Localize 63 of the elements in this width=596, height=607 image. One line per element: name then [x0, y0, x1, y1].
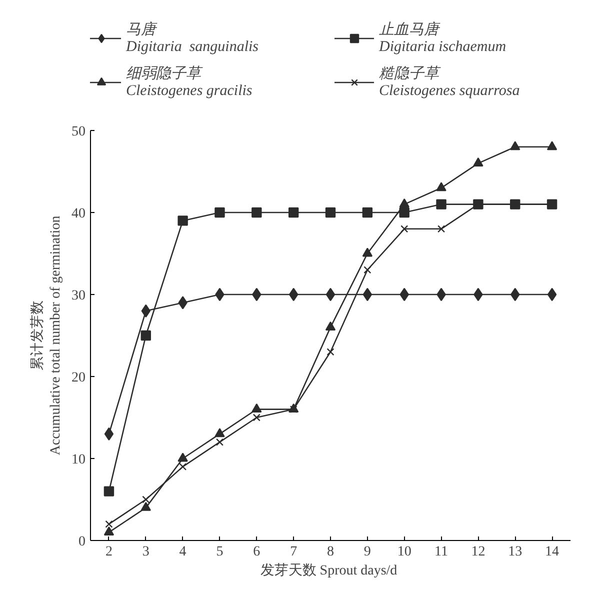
- point: [326, 288, 336, 302]
- y-tick-label: 10: [72, 452, 86, 468]
- x-tick-label: 12: [471, 544, 486, 560]
- x-tick-label: 7: [290, 544, 298, 560]
- y-axis-title: 累计发芽数 Accumulative total number of germination: [30, 216, 64, 456]
- y-tick-label: 0: [78, 534, 86, 550]
- point: [104, 427, 114, 440]
- point: [142, 496, 150, 504]
- x-tick-label: 4: [179, 544, 186, 560]
- point: [362, 248, 373, 257]
- x-tick-label: 9: [364, 544, 371, 560]
- legend-label: 止血马唐 Digitaria ischaemum: [379, 20, 508, 56]
- x-tick-label: 2: [105, 544, 112, 560]
- point: [178, 296, 188, 310]
- point: [105, 520, 113, 528]
- point: [252, 414, 260, 422]
- x-tick-label: 8: [327, 544, 334, 560]
- point: [140, 330, 151, 341]
- x-tick-label: 10: [397, 544, 412, 560]
- point: [436, 182, 446, 192]
- point: [141, 304, 150, 318]
- legend-label: 糙隐子草 Cleistogenes squarrosa: [379, 64, 521, 100]
- y-tick-label: 40: [72, 206, 86, 222]
- point: [104, 486, 114, 496]
- point: [400, 225, 408, 233]
- point: [288, 288, 298, 302]
- x-tick-label: 14: [545, 544, 560, 560]
- point: [362, 207, 373, 218]
- point: [216, 438, 224, 446]
- point: [288, 207, 299, 218]
- point: [399, 207, 410, 218]
- point: [140, 502, 151, 511]
- point: [326, 348, 334, 356]
- point: [473, 158, 484, 166]
- x-tick-label: 5: [216, 544, 224, 560]
- x-tick-label: 6: [253, 544, 260, 560]
- point: [362, 288, 372, 302]
- point: [364, 266, 372, 274]
- point: [399, 198, 410, 208]
- y-tick-label: 30: [72, 288, 86, 304]
- x-tick-label: 11: [434, 544, 448, 560]
- point: [325, 322, 336, 330]
- point: [104, 526, 114, 536]
- point: [510, 141, 520, 150]
- point: [546, 141, 558, 150]
- point: [179, 462, 187, 470]
- point: [214, 428, 225, 438]
- point: [437, 225, 446, 233]
- y-tick-label: 20: [72, 370, 86, 386]
- point: [252, 207, 262, 218]
- legend-label: 细弱隐子草 Cleistogenes gracilis: [126, 64, 254, 100]
- point: [178, 452, 188, 462]
- y-tick-label: 50: [72, 124, 86, 140]
- point: [214, 207, 225, 218]
- point: [436, 199, 446, 210]
- point: [325, 207, 336, 218]
- legend-label: 马唐 Digitaria sanguinalis: [126, 20, 260, 56]
- point: [178, 216, 188, 226]
- x-tick-label: 3: [142, 544, 150, 560]
- x-axis-title: 发芽天数 Sprout days/d: [260, 562, 398, 578]
- point: [252, 404, 262, 412]
- x-tick-label: 13: [508, 544, 522, 560]
- point: [547, 288, 557, 302]
